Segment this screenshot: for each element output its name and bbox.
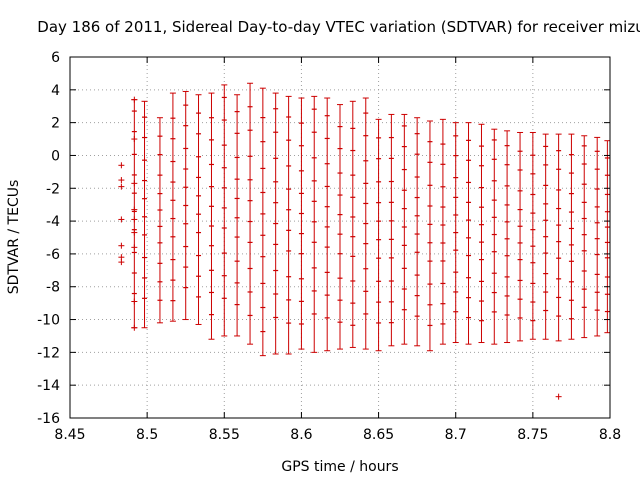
error-bar (259, 87, 266, 357)
x-tick-label: 8.7 (445, 427, 467, 443)
error-bar (221, 84, 228, 337)
error-bar (555, 133, 562, 342)
y-tick-label: 4 (51, 83, 60, 99)
x-axis-label: GPS time / hours (281, 459, 398, 475)
y-axis-label: SDTVAR / TECUs (6, 180, 22, 295)
tick-labels: 8.45 8.5 8.55 8.6 8.65 8.7 8.75 8.8 -16 -14 -12 -10… (37, 50, 621, 443)
error-bar (156, 117, 163, 324)
error-bar (401, 113, 408, 345)
error-bar (504, 130, 511, 344)
y-tick-label: 2 (51, 116, 60, 132)
error-bar (478, 123, 485, 344)
scatter-point (131, 244, 138, 251)
error-bar (568, 133, 575, 340)
error-bar (388, 113, 395, 347)
error-bar (439, 118, 446, 345)
scatter-point (131, 136, 138, 143)
scatter-point (118, 162, 125, 169)
error-bar (581, 135, 588, 339)
error-bar (208, 92, 215, 340)
error-bar (234, 94, 241, 337)
scatter-point (131, 216, 138, 223)
error-bar (247, 82, 254, 345)
x-tick-label: 8.5 (136, 427, 158, 443)
scatter-point (131, 229, 138, 236)
y-tick-label: -14 (37, 378, 60, 394)
scatter-point (118, 259, 125, 266)
error-bar (362, 97, 369, 350)
error-bar (182, 90, 189, 321)
error-bar (169, 92, 176, 322)
scatter-point (131, 180, 138, 187)
x-tick-label: 8.8 (599, 427, 621, 443)
x-tick-label: 8.75 (517, 427, 548, 443)
axis-ticks (69, 56, 611, 419)
y-tick-label: -16 (37, 411, 60, 427)
error-bar (594, 136, 601, 337)
y-tick-label: 6 (51, 50, 60, 66)
error-bar (195, 94, 202, 325)
x-tick-label: 8.55 (209, 427, 240, 443)
scatter-points (118, 96, 562, 400)
error-bar (375, 118, 382, 352)
error-bar (491, 128, 498, 345)
error-bar (414, 117, 421, 347)
scatter-point (131, 206, 138, 213)
x-tick-label: 8.65 (363, 427, 394, 443)
error-bar (298, 97, 305, 350)
error-bar (452, 122, 459, 344)
y-tick-label: -2 (46, 181, 60, 197)
y-tick-label: -8 (46, 280, 60, 296)
scatter-point (118, 242, 125, 249)
plot-frame (69, 56, 611, 419)
y-tick-label: -6 (46, 247, 60, 263)
chart-title: Day 186 of 2011, Sidereal Day-to-day VTE… (37, 18, 640, 36)
y-tick-label: -4 (46, 214, 60, 230)
error-bar (141, 100, 148, 329)
y-tick-label: 0 (51, 148, 60, 164)
error-bar (324, 97, 331, 352)
scatter-point (118, 183, 125, 190)
scatter-point (131, 324, 138, 331)
scatter-point (118, 216, 125, 223)
error-bar (426, 120, 433, 352)
x-tick-label: 8.6 (290, 427, 312, 443)
error-bar (285, 95, 292, 355)
error-bar (465, 122, 472, 345)
scatter-point (131, 96, 138, 103)
error-bar (517, 131, 524, 342)
error-bar (604, 140, 611, 334)
error-bar (542, 133, 549, 340)
error-bar (529, 131, 536, 340)
x-tick-label: 8.45 (54, 427, 85, 443)
y-tick-label: -10 (37, 313, 60, 329)
error-bar (272, 92, 279, 355)
scatter-point (555, 393, 562, 400)
error-bar (349, 100, 356, 348)
y-tick-label: -12 (37, 345, 60, 361)
error-bar (311, 95, 318, 353)
scatter-point (118, 177, 125, 184)
error-bar (337, 104, 343, 350)
error-bars (131, 82, 611, 357)
scatter-point (131, 298, 138, 305)
